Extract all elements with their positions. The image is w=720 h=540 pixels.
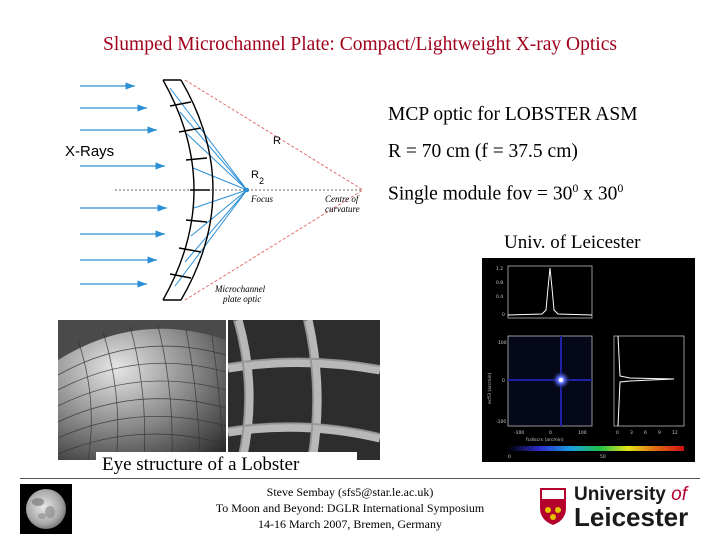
mcp-optic-diagram: X-Rays R R2 Focus Centre of curvature Mi…: [65, 79, 364, 304]
svg-text:0.8: 0.8: [496, 280, 503, 286]
footer-event: To Moon and Beyond: DGLR International S…: [215, 501, 485, 515]
svg-text:3: 3: [630, 430, 633, 436]
logo-text-line2: Leicester: [574, 502, 689, 532]
footer-text: Steve Sembay (sfs5@star.le.ac.uk) To Moo…: [180, 484, 520, 532]
bullet-1: MCP optic for LOBSTER ASM: [388, 104, 638, 125]
svg-text:50: 50: [600, 454, 606, 460]
footer-divider: [20, 478, 700, 479]
mcp-label-2: plate optic: [222, 294, 261, 304]
slide-title: Slumped Microchannel Plate: Compact/Ligh…: [103, 34, 617, 55]
moon-image: [20, 484, 72, 534]
university-crest-icon: [540, 488, 566, 525]
svg-text:fcdiscrs (arcmin): fcdiscrs (arcmin): [526, 437, 564, 443]
xray-arrows: [80, 82, 167, 288]
psf-plot: 1.2 0.8 0.4 0 100 0 -100 -100 0 100 fcdi…: [482, 258, 695, 462]
photo-caption: Eye structure of a Lobster: [96, 452, 357, 478]
lobster-eye-photo-closeup: [228, 320, 380, 460]
logo-text-line1: University of: [574, 484, 688, 505]
microchannel-plate: [162, 79, 214, 301]
focus-point: [244, 187, 250, 193]
half-radius-label: R2: [251, 169, 264, 186]
svg-text:-100: -100: [514, 430, 524, 436]
university-logo: University of Leicester: [538, 484, 708, 532]
bullet-2: R = 70 cm (f = 37.5 cm): [388, 141, 578, 162]
credit-text: Univ. of Leicester: [504, 232, 641, 253]
xrays-label: X-Rays: [65, 143, 114, 160]
bullet-list: MCP optic for LOBSTER ASM R = 70 cm (f =…: [388, 96, 638, 213]
svg-text:6: 6: [644, 430, 647, 436]
svg-text:0: 0: [502, 378, 505, 384]
svg-text:9: 9: [658, 430, 661, 436]
svg-text:0: 0: [508, 454, 511, 460]
focus-label: Focus: [250, 194, 273, 204]
lobster-eye-photo-wide: [58, 320, 226, 460]
svg-text:0.4: 0.4: [496, 294, 503, 300]
svg-text:ecfi3 (arcmin): ecfi3 (arcmin): [487, 372, 493, 404]
centre-label-2: curvature: [325, 204, 360, 214]
centre-label-1: Centre of: [325, 194, 360, 204]
svg-text:1.2: 1.2: [496, 266, 503, 272]
svg-text:0: 0: [616, 430, 619, 436]
footer-author: Steve Sembay (sfs5@star.le.ac.uk): [266, 485, 434, 499]
svg-text:-100: -100: [496, 419, 506, 425]
bullet-3: Single module fov = 300 x 300: [388, 181, 624, 205]
svg-text:0: 0: [502, 312, 505, 318]
radius-label: R: [273, 135, 281, 147]
svg-text:0: 0: [549, 430, 552, 436]
svg-text:100: 100: [498, 340, 507, 346]
focused-rays: [169, 87, 248, 287]
footer-date-place: 14-16 March 2007, Bremen, Germany: [258, 517, 442, 531]
svg-text:100: 100: [578, 430, 587, 436]
mcp-label-1: Microchannel: [214, 284, 266, 294]
svg-text:12: 12: [672, 430, 678, 436]
